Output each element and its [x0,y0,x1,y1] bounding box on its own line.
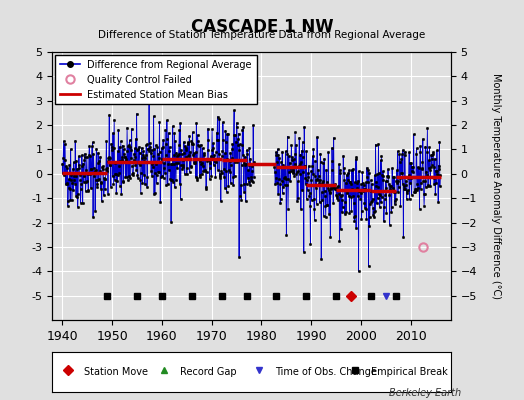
Text: Station Move: Station Move [84,367,148,377]
Text: Empirical Break: Empirical Break [371,367,447,377]
Text: Record Gap: Record Gap [180,367,236,377]
Text: Difference of Station Temperature Data from Regional Average: Difference of Station Temperature Data f… [99,30,425,40]
Legend: Difference from Regional Average, Quality Control Failed, Estimated Station Mean: Difference from Regional Average, Qualit… [56,55,257,104]
Y-axis label: Monthly Temperature Anomaly Difference (°C): Monthly Temperature Anomaly Difference (… [491,73,501,299]
Text: Berkeley Earth: Berkeley Earth [389,388,461,398]
Text: CASCADE 1 NW: CASCADE 1 NW [191,18,333,36]
Text: Time of Obs. Change: Time of Obs. Change [276,367,377,377]
